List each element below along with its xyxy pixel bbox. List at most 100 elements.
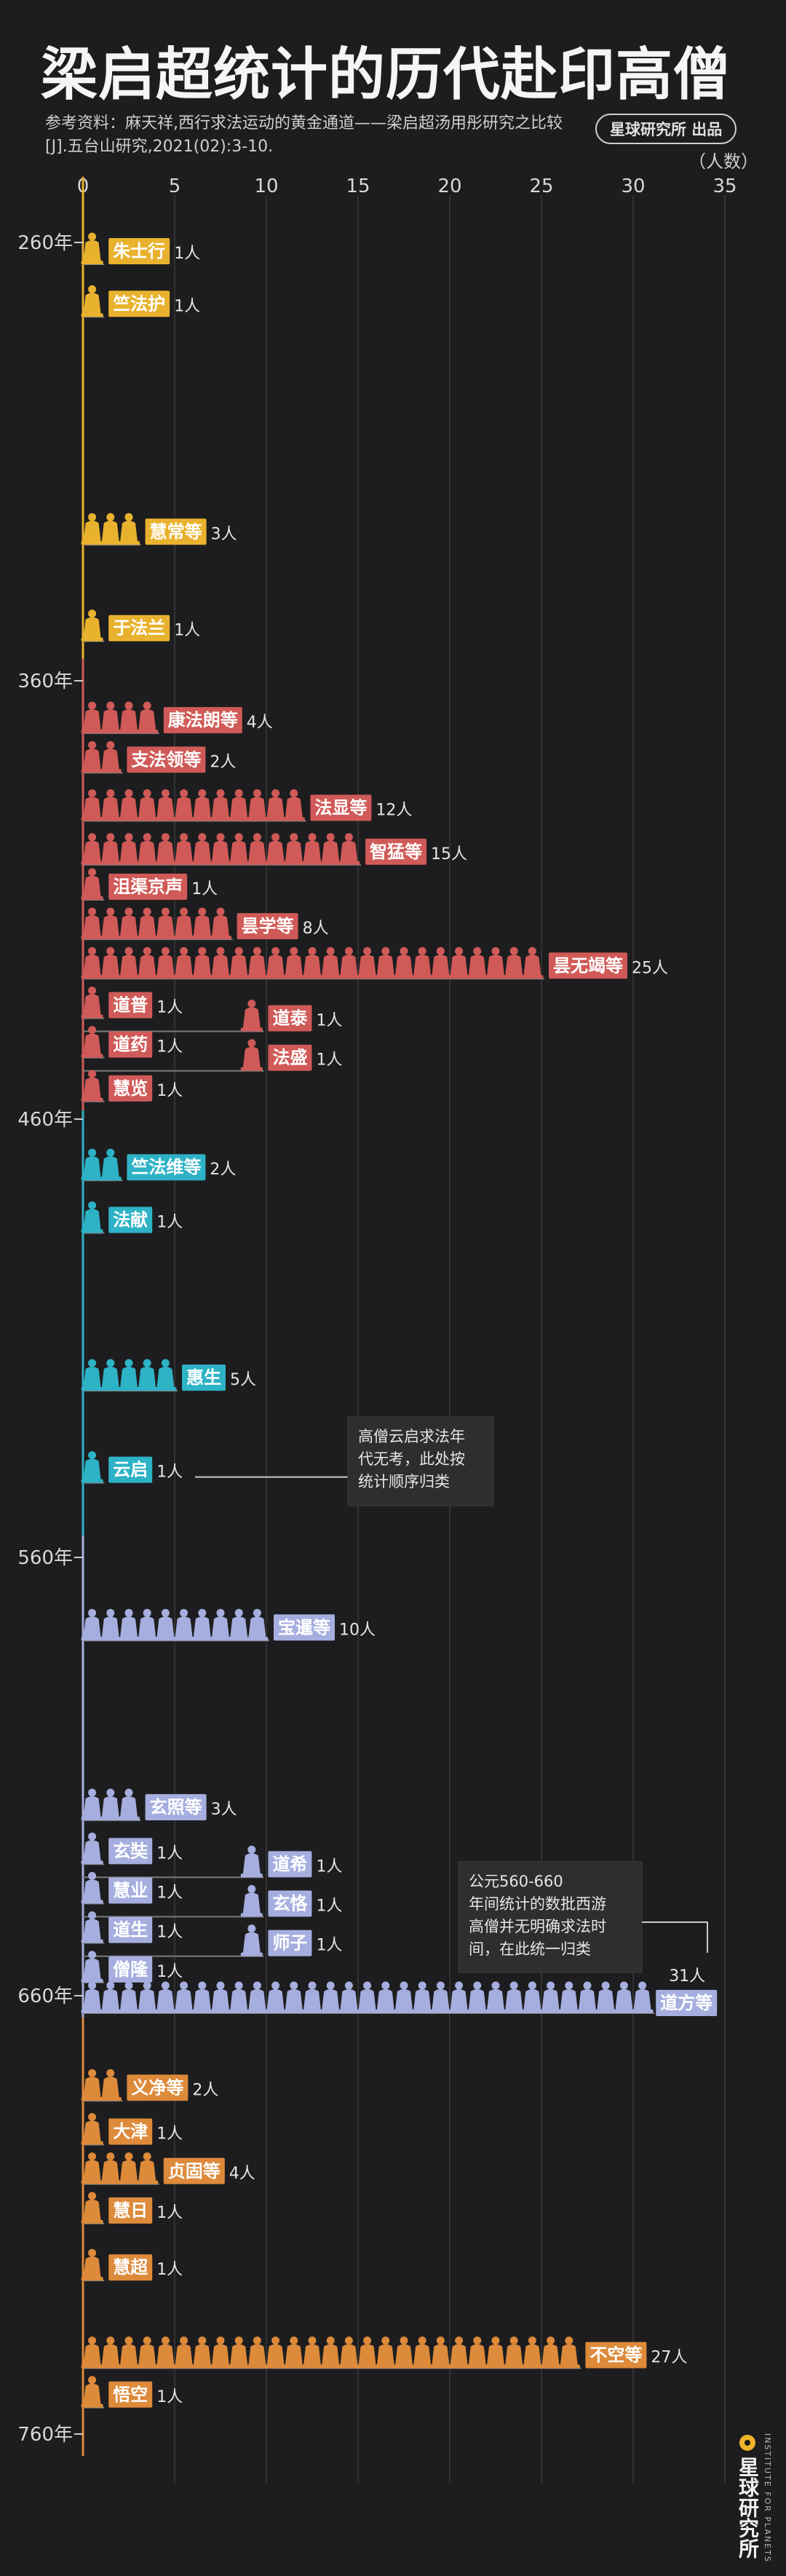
bar-count: 2人	[210, 753, 236, 771]
bar-count: 2人	[210, 1161, 236, 1179]
monk-figure-mark	[136, 907, 159, 940]
monk-figure-mark	[81, 907, 103, 940]
monk-figure-mark	[503, 1981, 525, 2013]
monk-figure-mark	[81, 1788, 103, 1821]
monk-figure-mark	[118, 907, 140, 940]
monk-figure-mark	[466, 947, 488, 979]
monk-figure-mark	[338, 2336, 360, 2368]
monk-figure-mark	[411, 1981, 434, 2013]
monk-figure-mark	[118, 701, 140, 734]
bar-count: 15人	[431, 845, 467, 864]
monk-figure-mark	[521, 2336, 544, 2368]
bar-label: 竺法护	[113, 293, 165, 314]
monk-figure-mark	[191, 1608, 213, 1641]
monk-figure-mark	[81, 2069, 103, 2101]
bar-label: 僧隆	[113, 1959, 148, 1980]
monk-figure-mark	[81, 1981, 103, 2013]
monk-figure-mark	[246, 947, 269, 979]
bar-count: 1人	[156, 1463, 183, 1482]
monk-figure-mark	[154, 2336, 177, 2368]
monk-figure-mark	[154, 1359, 177, 1391]
bar-count: 1人	[156, 1884, 183, 1903]
bar-label: 大津	[113, 2122, 148, 2142]
monk-figure-mark	[301, 1981, 323, 2013]
monk-figure-mark	[99, 1981, 122, 2013]
bar-label: 玄恪	[272, 1894, 308, 1914]
bar-label: 法显等	[314, 798, 367, 818]
monk-figure-mark	[338, 947, 360, 979]
monk-figure-mark	[118, 1981, 140, 2013]
x-tick-label: 35	[712, 175, 737, 197]
bar-count: 1人	[174, 622, 200, 640]
bar-label-box	[656, 1990, 718, 2016]
monk-figure-mark	[228, 947, 250, 979]
bar-label-box	[585, 2342, 647, 2368]
monk-figure-mark	[210, 1608, 231, 1641]
monk-figure-mark	[81, 2152, 103, 2184]
monk-figure-mark	[485, 947, 507, 979]
monk-figure-mark	[228, 1981, 250, 2013]
monk-figure-mark	[81, 609, 103, 641]
x-tick-label: 15	[346, 175, 370, 197]
monk-figure-mark	[429, 1981, 452, 2013]
x-tick-label: 10	[254, 175, 278, 197]
monk-figure-mark	[118, 833, 140, 865]
annotation-box	[458, 1861, 643, 1973]
monk-figure-mark	[282, 833, 305, 865]
bar-label-box	[268, 1851, 312, 1878]
monk-figure-mark	[282, 947, 305, 979]
monk-figure-mark	[136, 833, 159, 865]
bar-label: 云启	[113, 1460, 148, 1480]
monk-figure-mark	[118, 513, 140, 545]
monk-figure-mark	[81, 833, 103, 865]
monk-figure-mark	[118, 789, 140, 821]
monk-figure-mark	[319, 947, 342, 979]
monk-figure-mark	[118, 1788, 140, 1821]
y-tick-label: 760年	[17, 2424, 73, 2446]
bar-count: 3人	[211, 1801, 237, 1819]
monk-figure-mark	[136, 1981, 159, 2013]
bar-count: 1人	[316, 1051, 342, 1070]
monk-figure-mark	[81, 868, 103, 900]
monk-figure-mark	[539, 1981, 562, 2013]
bar-count: 31人	[669, 1967, 705, 1986]
monk-figure-mark	[393, 2336, 415, 2368]
monk-figure-mark	[154, 833, 177, 865]
bar-label: 道药	[113, 1035, 148, 1055]
monk-figure-mark	[118, 2152, 140, 2184]
bar-label-box	[108, 2197, 153, 2224]
monk-figure-mark	[191, 833, 213, 865]
y-tick-label: 360年	[17, 671, 73, 692]
monk-figure-mark	[282, 1981, 305, 2013]
monk-figure-mark	[99, 1148, 122, 1181]
bar-count: 1人	[156, 1844, 183, 1862]
monk-figure-mark	[99, 907, 122, 940]
annotation-text: 公元560-660 年间统计的数批西游高僧并无明确求法时间，在此统一归类	[469, 1873, 606, 1958]
source-note: 参考资料：麻天祥,西行求法运动的黄金通道——梁启超汤用彤研究之比较[J].五台山…	[45, 114, 563, 156]
monk-figure-mark	[466, 2336, 488, 2368]
bar-label-box	[108, 1956, 153, 1983]
monk-figure-mark	[154, 947, 177, 979]
monk-figure-mark	[99, 2069, 122, 2101]
monk-figure-mark	[99, 2336, 122, 2368]
monk-figure-mark	[521, 947, 544, 979]
monk-figure-mark	[246, 833, 269, 865]
monk-figure-mark	[228, 2336, 250, 2368]
monk-figure-mark	[240, 1885, 263, 1917]
monk-figure-mark	[557, 1981, 580, 2013]
monk-figure-mark	[228, 1608, 250, 1641]
monk-figure-mark	[81, 2113, 103, 2145]
monk-figure-mark	[246, 1608, 269, 1641]
bar-label: 悟空	[113, 2385, 148, 2405]
monk-figure-mark	[99, 2152, 122, 2184]
monk-figure-mark	[136, 947, 159, 979]
monk-figure-mark	[576, 1981, 598, 2013]
chart-title: 梁启超统计的历代赴印高僧	[41, 42, 731, 108]
monk-figure-mark	[539, 2336, 562, 2368]
monk-figure-mark	[374, 1981, 397, 2013]
bar-count: 8人	[303, 920, 329, 938]
monk-figure-mark	[356, 2336, 378, 2368]
bar-label: 昙无竭等	[553, 955, 623, 976]
monk-figure-mark	[172, 1981, 195, 2013]
monk-figure-mark	[99, 701, 122, 734]
